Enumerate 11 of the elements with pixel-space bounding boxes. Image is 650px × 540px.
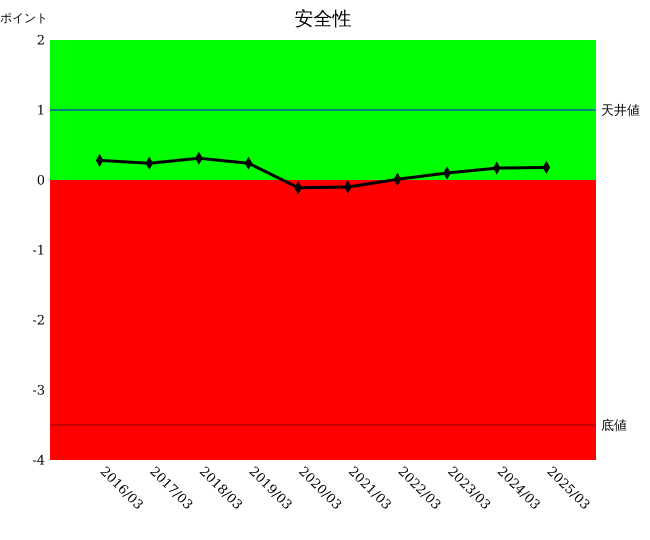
ref-line-label: 底値	[601, 418, 627, 434]
y-axis-title: ポイント	[0, 11, 48, 25]
y-tick-label: -2	[32, 314, 45, 329]
ref-line-label: 天井値	[601, 104, 640, 119]
y-tick-label: -3	[32, 384, 45, 399]
y-tick-label: -1	[32, 244, 45, 259]
y-tick-label: 0	[36, 174, 45, 189]
y-tick-label: -4	[32, 454, 45, 469]
y-tick-label: 1	[36, 104, 45, 119]
chart-title: 安全性	[294, 8, 352, 30]
y-tick-label: 2	[36, 34, 45, 49]
